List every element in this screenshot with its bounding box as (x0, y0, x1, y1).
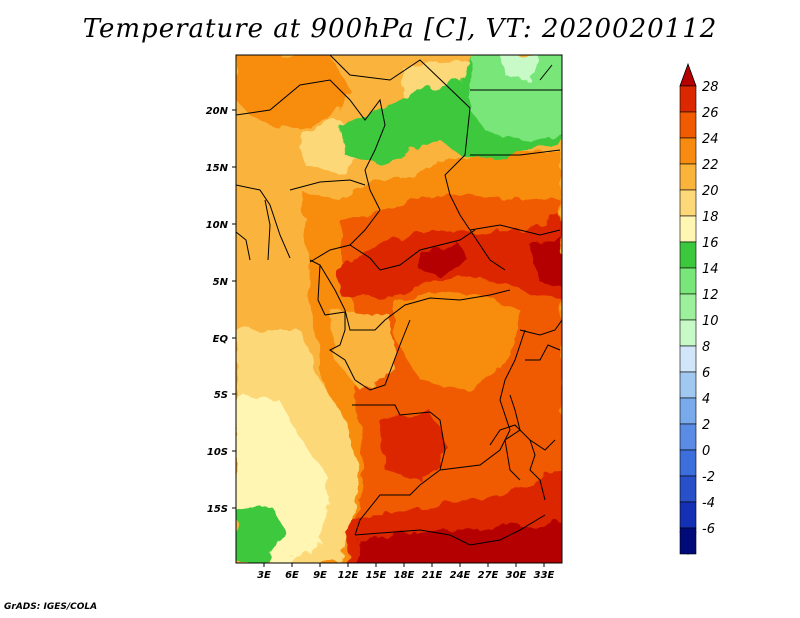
colorbar-label: 26 (702, 106, 719, 121)
map-frame (235, 54, 563, 564)
colorbar-swatch (679, 267, 697, 295)
border-lake-malawi (529, 439, 546, 501)
border-uganda (519, 319, 562, 336)
map-title: Temperature at 900hPa [C], VT: 202002011… (82, 14, 718, 44)
colorbar-top-arrow (679, 62, 697, 87)
colorbar-label: 22 (702, 158, 719, 173)
lon-label: 15E (366, 570, 387, 581)
border-sudan-north (470, 149, 561, 156)
colorbar-swatch (679, 163, 697, 191)
colorbar-label: -4 (702, 496, 715, 511)
colorbar-swatch (679, 449, 697, 477)
colorbar-swatch (679, 111, 697, 139)
colorbar-swatch (679, 293, 697, 321)
border-kenya (525, 344, 561, 361)
colorbar-swatch (679, 423, 697, 451)
colorbar-label: 20 (702, 184, 719, 199)
field-region-28-c (356, 520, 562, 563)
border-nigeria-north (289, 179, 366, 191)
colorbar-label: 2 (702, 418, 710, 433)
lon-label: 9E (313, 570, 327, 581)
field-region-26-angola (380, 410, 450, 480)
lat-label: 10S (207, 447, 228, 458)
border-cameroon-west (309, 259, 326, 316)
country-borders (236, 55, 562, 546)
border-sinai (539, 64, 553, 81)
field-region-14-southwest (236, 505, 285, 563)
colorbar-swatch (679, 371, 697, 399)
border-chad-niger (236, 79, 386, 263)
lon-label: 30E (506, 570, 527, 581)
lon-label: 6E (285, 570, 299, 581)
border-west (236, 184, 291, 259)
border-lake-tanganyika (504, 394, 521, 481)
colorbar-swatch (679, 527, 697, 555)
colorbar-label: 28 (702, 80, 719, 95)
lon-label: 18E (394, 570, 415, 581)
colorbar-swatch (679, 501, 697, 529)
colorbar-label: 6 (702, 366, 710, 381)
colorbar-swatch (679, 475, 697, 503)
lon-label: 33E (534, 570, 555, 581)
border-car-north (349, 229, 476, 271)
border-north (329, 55, 506, 271)
lon-label: 27E (478, 570, 499, 581)
lat-label: 15S (207, 504, 228, 515)
field-region-20-gabon (330, 310, 395, 390)
colorbar-label: 14 (702, 262, 719, 277)
border-drc-east (439, 329, 526, 471)
lat-label: 20N (206, 106, 229, 117)
colorbar-label: -2 (702, 470, 715, 485)
lon-label: 3E (257, 570, 271, 581)
lon-label: 24E (450, 570, 471, 581)
colorbar-label: -6 (702, 522, 715, 537)
border-south (354, 514, 546, 546)
colorbar-label: 0 (702, 444, 710, 459)
border-gabon (324, 311, 356, 381)
lat-label: 5S (214, 390, 228, 401)
lat-axis: 20N 15N 10N 5N EQ 5S 10S 15S (206, 106, 236, 515)
colorbar-swatch (679, 85, 697, 113)
field-region-28-a (418, 240, 470, 278)
lat-label: 15N (206, 163, 229, 174)
colorbar-label: 12 (702, 288, 719, 303)
lat-label: 5N (213, 277, 229, 288)
lon-label: 12E (338, 570, 359, 581)
colorbar-swatch (679, 241, 697, 269)
field-region-20-gulf (236, 245, 300, 300)
border-angola (352, 404, 446, 536)
lat-label: EQ (213, 334, 229, 345)
colorbar-label: 16 (702, 236, 719, 251)
colorbar-label: 18 (702, 210, 719, 225)
field-region-10-egypt (500, 55, 540, 80)
temperature-field (236, 55, 562, 563)
colorbar-label: 10 (702, 314, 719, 329)
lon-axis: 3E 6E 9E 12E 15E 18E 21E 24E 27E 30E 33E (257, 563, 555, 581)
border-car-south (319, 264, 511, 331)
border-ghana (236, 231, 251, 261)
colorbar-label: 4 (702, 392, 710, 407)
colorbar-swatch (679, 215, 697, 243)
border-zambia (489, 424, 556, 451)
colorbar-label: 8 (702, 340, 710, 355)
field-region-22-interior (395, 290, 520, 390)
border-sudan-south (469, 224, 561, 236)
field-region-28-b (530, 235, 562, 285)
border-togo-benin (264, 199, 271, 261)
colorbar-swatch (679, 137, 697, 165)
footer-credit: GrADS: IGES/COLA (4, 602, 98, 612)
colorbar-swatch (679, 319, 697, 347)
lon-label: 21E (422, 570, 443, 581)
colorbar-swatch (679, 345, 697, 373)
colorbar-swatch (679, 189, 697, 217)
colorbar-label: 24 (702, 132, 719, 147)
colorbar-swatch (679, 397, 697, 425)
field-region-12-egypt (470, 55, 562, 140)
border-congo (354, 319, 411, 391)
lat-label: 10N (206, 220, 229, 231)
